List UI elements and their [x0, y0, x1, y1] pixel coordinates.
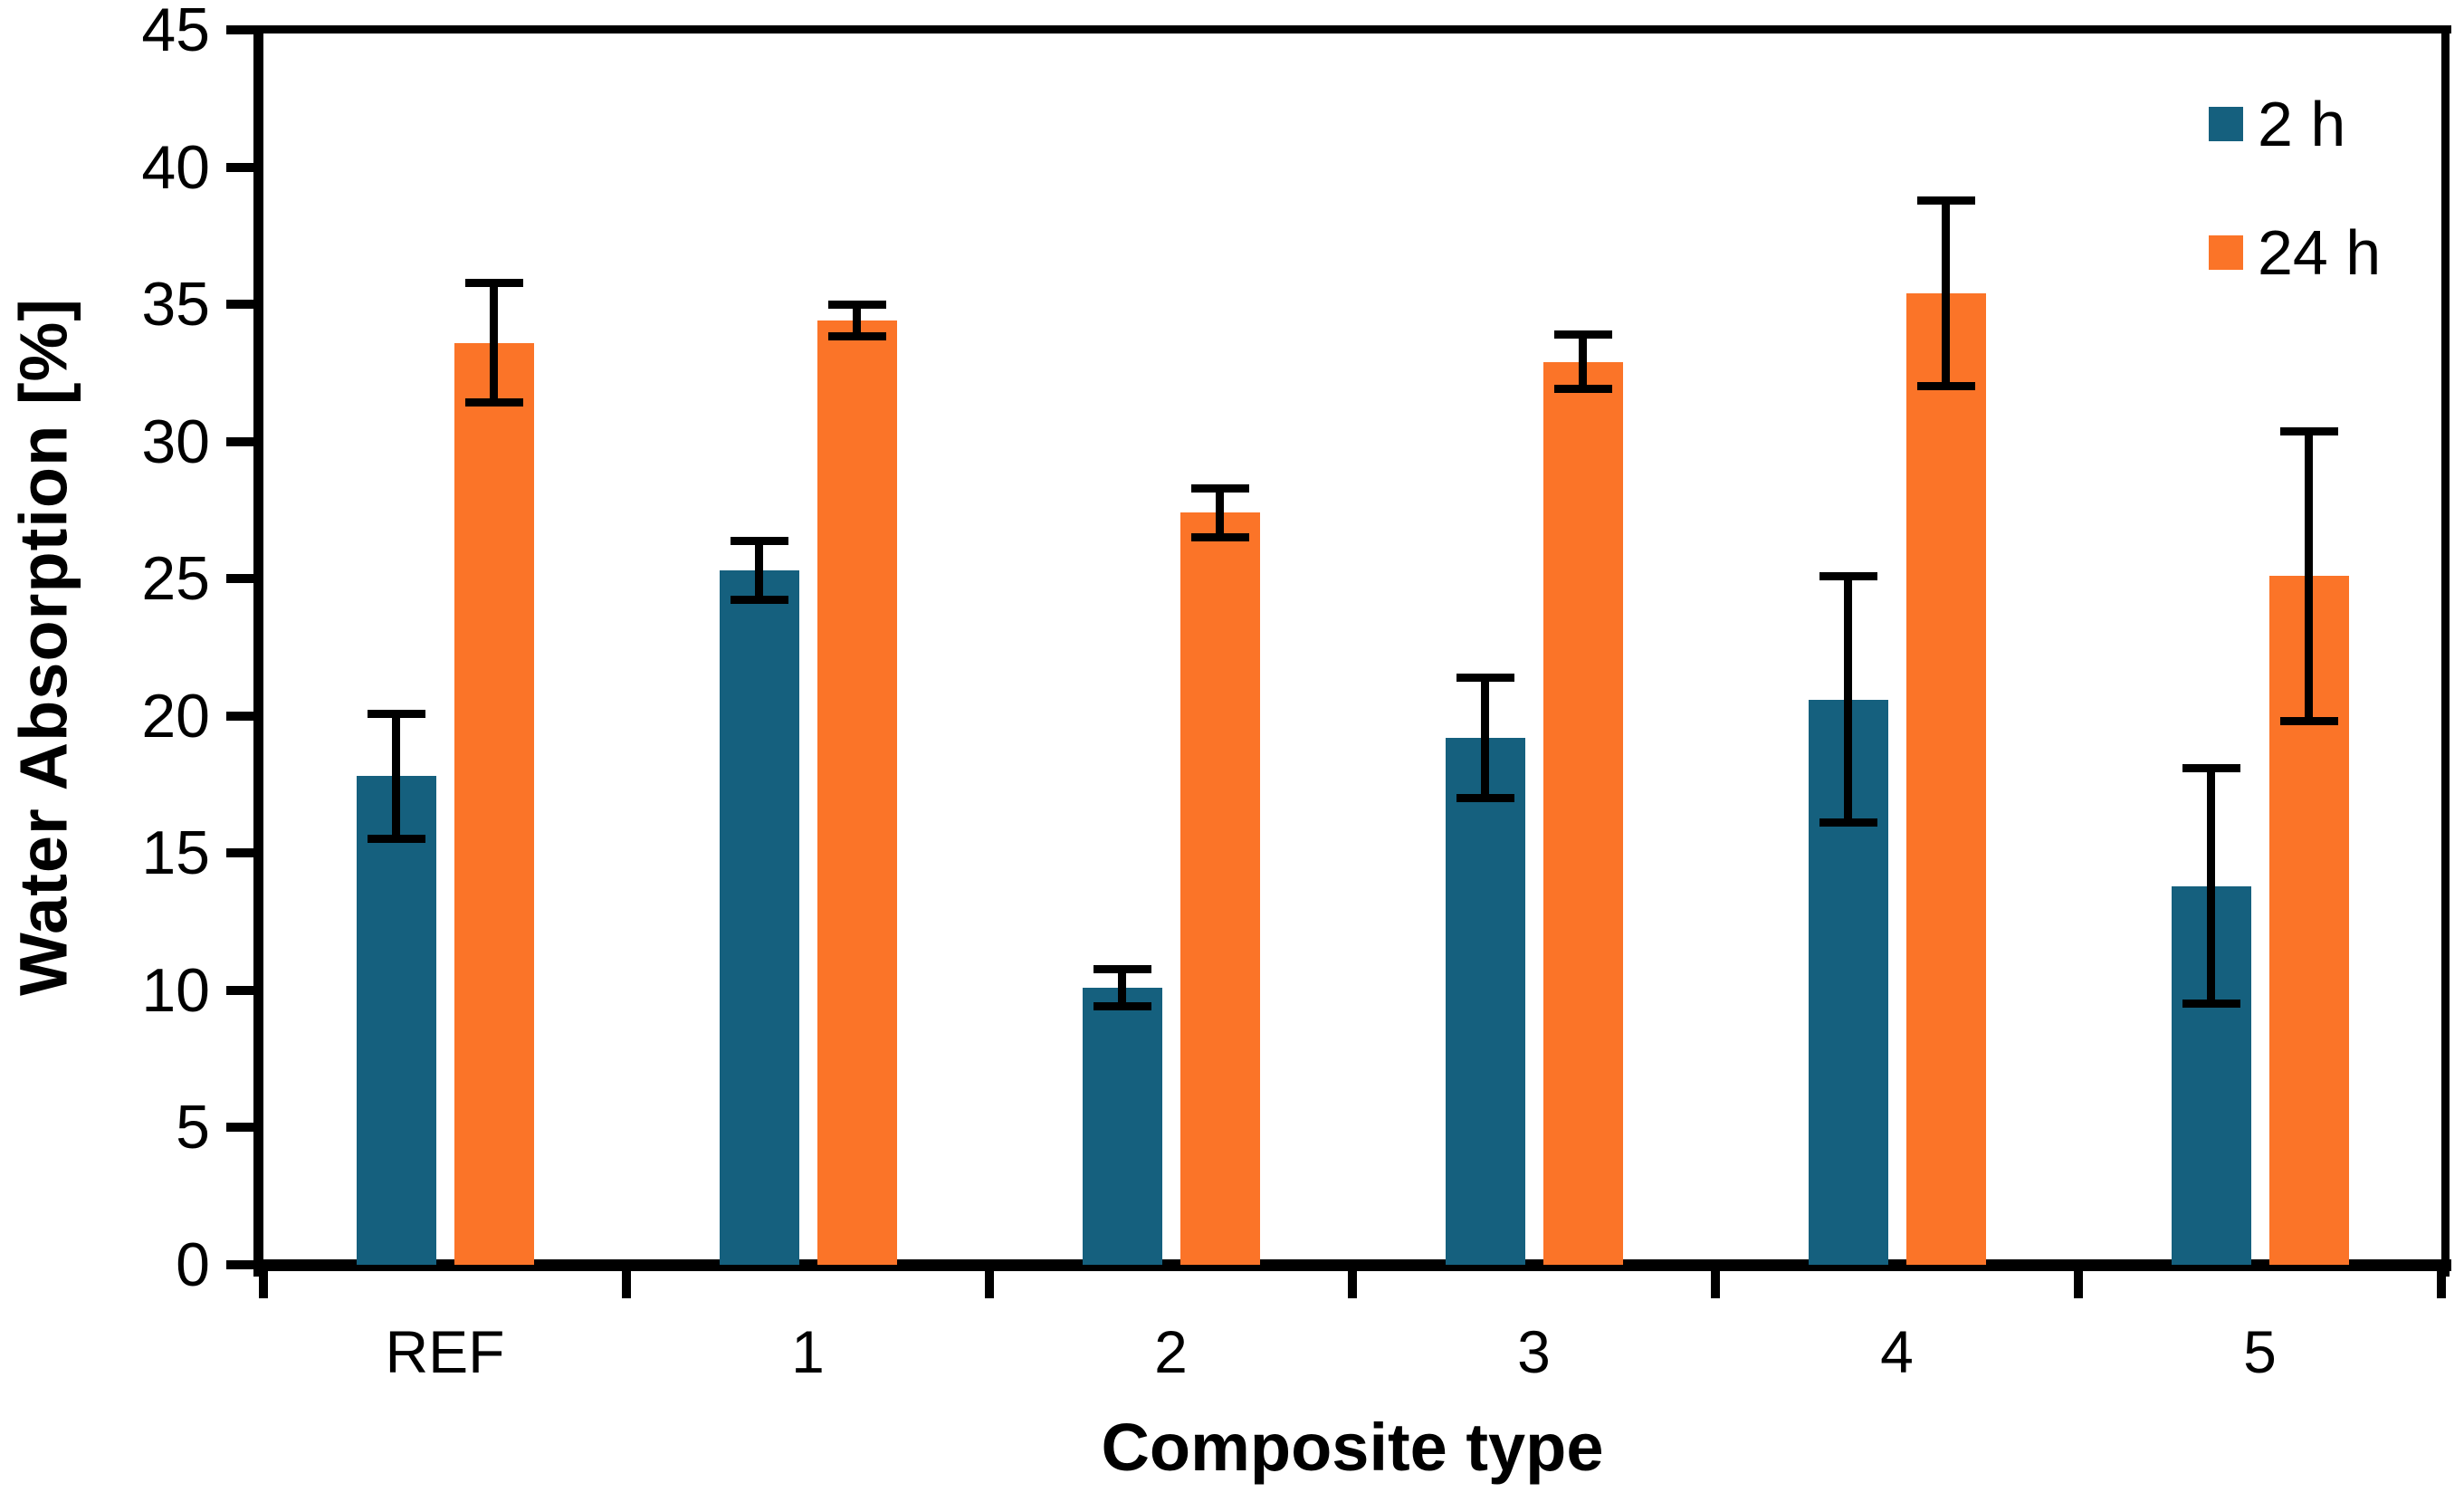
y-tick-20: [226, 711, 253, 721]
error-bar-cap-top: [367, 709, 425, 718]
legend-item-24h: 24 h: [2209, 219, 2381, 286]
legend-item-2h: 2 h: [2209, 91, 2381, 158]
x-tick-2: [985, 1271, 994, 1298]
error-bar-cap-bottom: [1553, 385, 1612, 394]
bar-2h-1: [719, 570, 799, 1265]
bar-2h-3: [1445, 738, 1525, 1265]
error-bar-cap-top: [1093, 964, 1151, 973]
error-bar-cap-top: [1916, 196, 1975, 205]
legend-swatch-2h: [2209, 107, 2243, 141]
x-category-label-5: 5: [2243, 1318, 2277, 1385]
error-bar-cap-top: [1190, 484, 1249, 493]
x-tick-0: [259, 1271, 268, 1298]
error-bar-line: [2305, 433, 2313, 719]
y-tick-label-15: 15: [141, 818, 210, 888]
y-tick-label-5: 5: [176, 1093, 210, 1162]
x-category-label-4: 4: [1880, 1318, 1914, 1385]
error-bar-cap-top: [1456, 674, 1514, 683]
error-bar-line: [1118, 971, 1126, 1005]
y-tick-label-45: 45: [141, 0, 210, 64]
y-tick-label-30: 30: [141, 407, 210, 476]
error-bar-cap-bottom: [1916, 382, 1975, 390]
x-tick-5: [2074, 1271, 2083, 1298]
error-bar-cap-top: [2279, 426, 2338, 435]
y-tick-5: [226, 1123, 253, 1133]
x-tick-1: [622, 1271, 631, 1298]
error-bar-line: [1942, 202, 1950, 384]
error-bar-cap-bottom: [2279, 716, 2338, 725]
y-tick-label-0: 0: [176, 1230, 210, 1299]
error-bar-cap-bottom: [1190, 532, 1249, 541]
y-tick-label-20: 20: [141, 681, 210, 751]
y-axis-line: [253, 25, 263, 1277]
legend-label-2h: 2 h: [2258, 89, 2346, 159]
y-tick-label-25: 25: [141, 544, 210, 614]
x-category-label-3: 3: [1517, 1318, 1551, 1385]
y-tick-0: [226, 1260, 253, 1269]
y-tick-25: [226, 574, 253, 584]
x-tick-6: [2437, 1271, 2446, 1298]
bar-2h-2: [1082, 987, 1162, 1265]
bar-24h-4: [1905, 292, 1986, 1265]
error-bar-cap-bottom: [1456, 793, 1514, 802]
bar-24h-REF: [454, 342, 534, 1265]
error-bar-cap-bottom: [464, 398, 523, 407]
x-tick-3: [1348, 1271, 1357, 1298]
bar-24h-1: [817, 320, 897, 1265]
error-bar-cap-top: [1553, 330, 1612, 340]
error-bar-cap-bottom: [827, 332, 886, 341]
y-tick-15: [226, 848, 253, 858]
legend: 2 h 24 h: [2209, 91, 2381, 286]
plot-frame-right: [2441, 25, 2450, 1277]
x-tick-4: [1711, 1271, 1720, 1298]
error-bar-cap-bottom: [2182, 1000, 2240, 1008]
error-bar-cap-top: [730, 536, 788, 545]
error-bar-line: [490, 284, 498, 401]
legend-label-24h: 24 h: [2258, 217, 2382, 288]
error-bar-line: [1216, 491, 1224, 535]
y-tick-label-35: 35: [141, 270, 210, 340]
y-tick-30: [226, 436, 253, 446]
x-category-label-REF: REF: [385, 1318, 505, 1385]
y-tick-10: [226, 985, 253, 995]
y-tick-label-10: 10: [141, 955, 210, 1025]
error-bar-line: [755, 542, 763, 598]
x-category-label-2: 2: [1154, 1318, 1188, 1385]
x-axis-title: Composite type: [1101, 1410, 1604, 1485]
x-axis-line: [253, 1259, 2451, 1271]
bar-2h-REF: [356, 776, 436, 1265]
plot-frame-top: [253, 25, 2451, 33]
y-tick-label-40: 40: [141, 132, 210, 202]
error-bar-cap-top: [2182, 764, 2240, 773]
error-bar-cap-top: [464, 278, 523, 287]
legend-swatch-24h: [2209, 235, 2243, 270]
error-bar-line: [1579, 337, 1587, 387]
error-bar-cap-bottom: [367, 835, 425, 844]
error-bar-line: [392, 715, 400, 837]
bar-24h-2: [1179, 512, 1260, 1265]
error-bar-line: [1481, 680, 1489, 796]
error-bar-cap-bottom: [730, 596, 788, 605]
y-tick-35: [226, 300, 253, 310]
error-bar-line: [1844, 579, 1852, 820]
error-bar-cap-top: [1819, 572, 1877, 581]
error-bar-cap-bottom: [1819, 818, 1877, 827]
error-bar-line: [853, 307, 861, 335]
bar-24h-3: [1542, 361, 1623, 1265]
error-bar-cap-top: [827, 301, 886, 310]
x-category-label-1: 1: [791, 1318, 825, 1385]
y-tick-45: [226, 25, 253, 34]
error-bar-cap-bottom: [1093, 1002, 1151, 1011]
y-tick-40: [226, 162, 253, 172]
error-bar-line: [2207, 770, 2215, 1001]
